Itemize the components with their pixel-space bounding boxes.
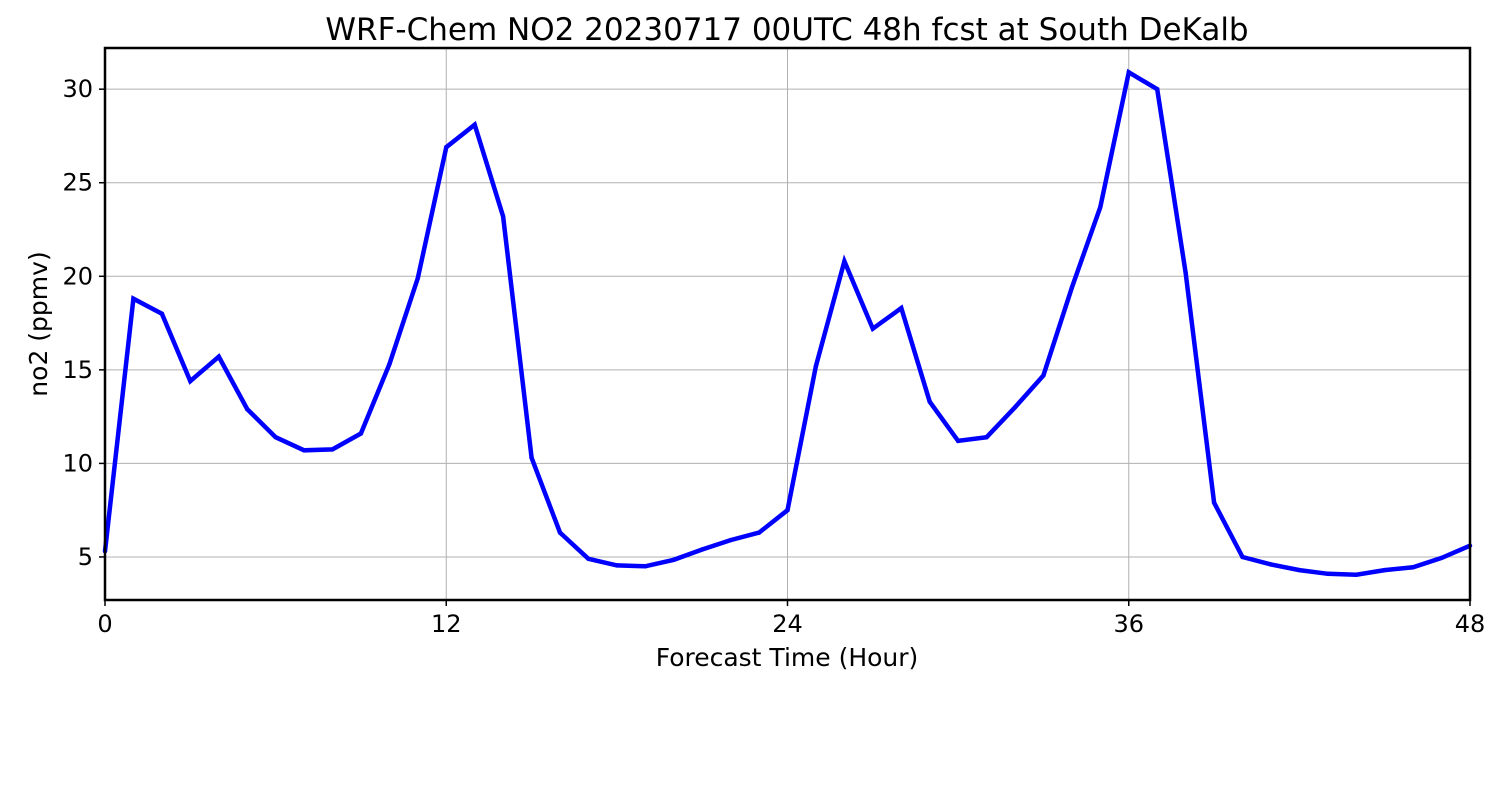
data-point — [131, 296, 136, 301]
data-point — [870, 326, 876, 331]
data-point — [1012, 405, 1018, 410]
data-point — [785, 507, 790, 513]
data-point — [1354, 572, 1359, 577]
data-point — [301, 448, 307, 453]
y-axis-title: no2 (ppmv) — [24, 251, 53, 396]
grid — [104, 48, 1471, 600]
data-point — [216, 354, 221, 359]
data-point — [1069, 285, 1075, 290]
data-point — [614, 563, 620, 568]
data-point — [1154, 86, 1160, 92]
data-point — [1183, 270, 1188, 275]
data-point — [529, 455, 534, 460]
data-point — [1240, 554, 1245, 560]
data-point — [1211, 500, 1217, 505]
data-point — [159, 311, 165, 316]
data-point — [330, 447, 335, 452]
data-point — [842, 259, 847, 264]
chart-title: WRF-Chem NO2 20230717 00UTC 48h fcst at … — [325, 12, 1248, 48]
data-point — [1382, 567, 1387, 573]
data-point — [273, 435, 278, 440]
x-tick-label: 48 — [1455, 610, 1486, 638]
data-point — [1126, 70, 1131, 75]
data-point — [444, 144, 449, 150]
data-point — [1325, 571, 1331, 577]
data-point — [955, 438, 961, 444]
data-point — [1439, 555, 1444, 561]
data-point — [699, 547, 705, 552]
data-point — [984, 435, 989, 440]
data-point — [1268, 562, 1274, 567]
y-tick-label: 15 — [62, 356, 93, 384]
data-point — [387, 362, 392, 367]
x-tick-label: 36 — [1113, 610, 1144, 638]
data-point — [643, 564, 648, 569]
data-point — [472, 122, 477, 127]
data-point — [1410, 565, 1416, 570]
y-tick-label: 30 — [62, 75, 93, 103]
data-point — [557, 530, 563, 535]
data-point — [1297, 567, 1302, 573]
data-point — [728, 537, 733, 543]
x-tick-label: 12 — [431, 610, 462, 638]
data-point — [927, 399, 932, 404]
y-tick-label: 25 — [62, 169, 93, 197]
data-point — [1098, 204, 1103, 210]
y-tick-label: 10 — [62, 449, 93, 477]
y-tick-label: 20 — [62, 262, 93, 290]
data-point — [415, 275, 421, 281]
x-axis-title: Forecast Time (Hour) — [656, 643, 919, 672]
x-tick-label: 24 — [772, 610, 803, 638]
data-point — [899, 305, 904, 311]
data-point — [671, 557, 676, 562]
data-point — [500, 214, 506, 219]
data-point — [188, 378, 193, 384]
data-point — [244, 406, 250, 412]
y-tick-label: 5 — [78, 543, 93, 571]
x-tick-label: 0 — [97, 610, 112, 638]
ticks: 0 12 24 36 48 5 10 15 20 25 30 — [62, 75, 1485, 638]
data-point — [586, 556, 591, 562]
data-point — [1041, 373, 1046, 378]
data-point — [813, 363, 819, 369]
data-point — [756, 530, 762, 535]
data-point — [358, 431, 364, 436]
